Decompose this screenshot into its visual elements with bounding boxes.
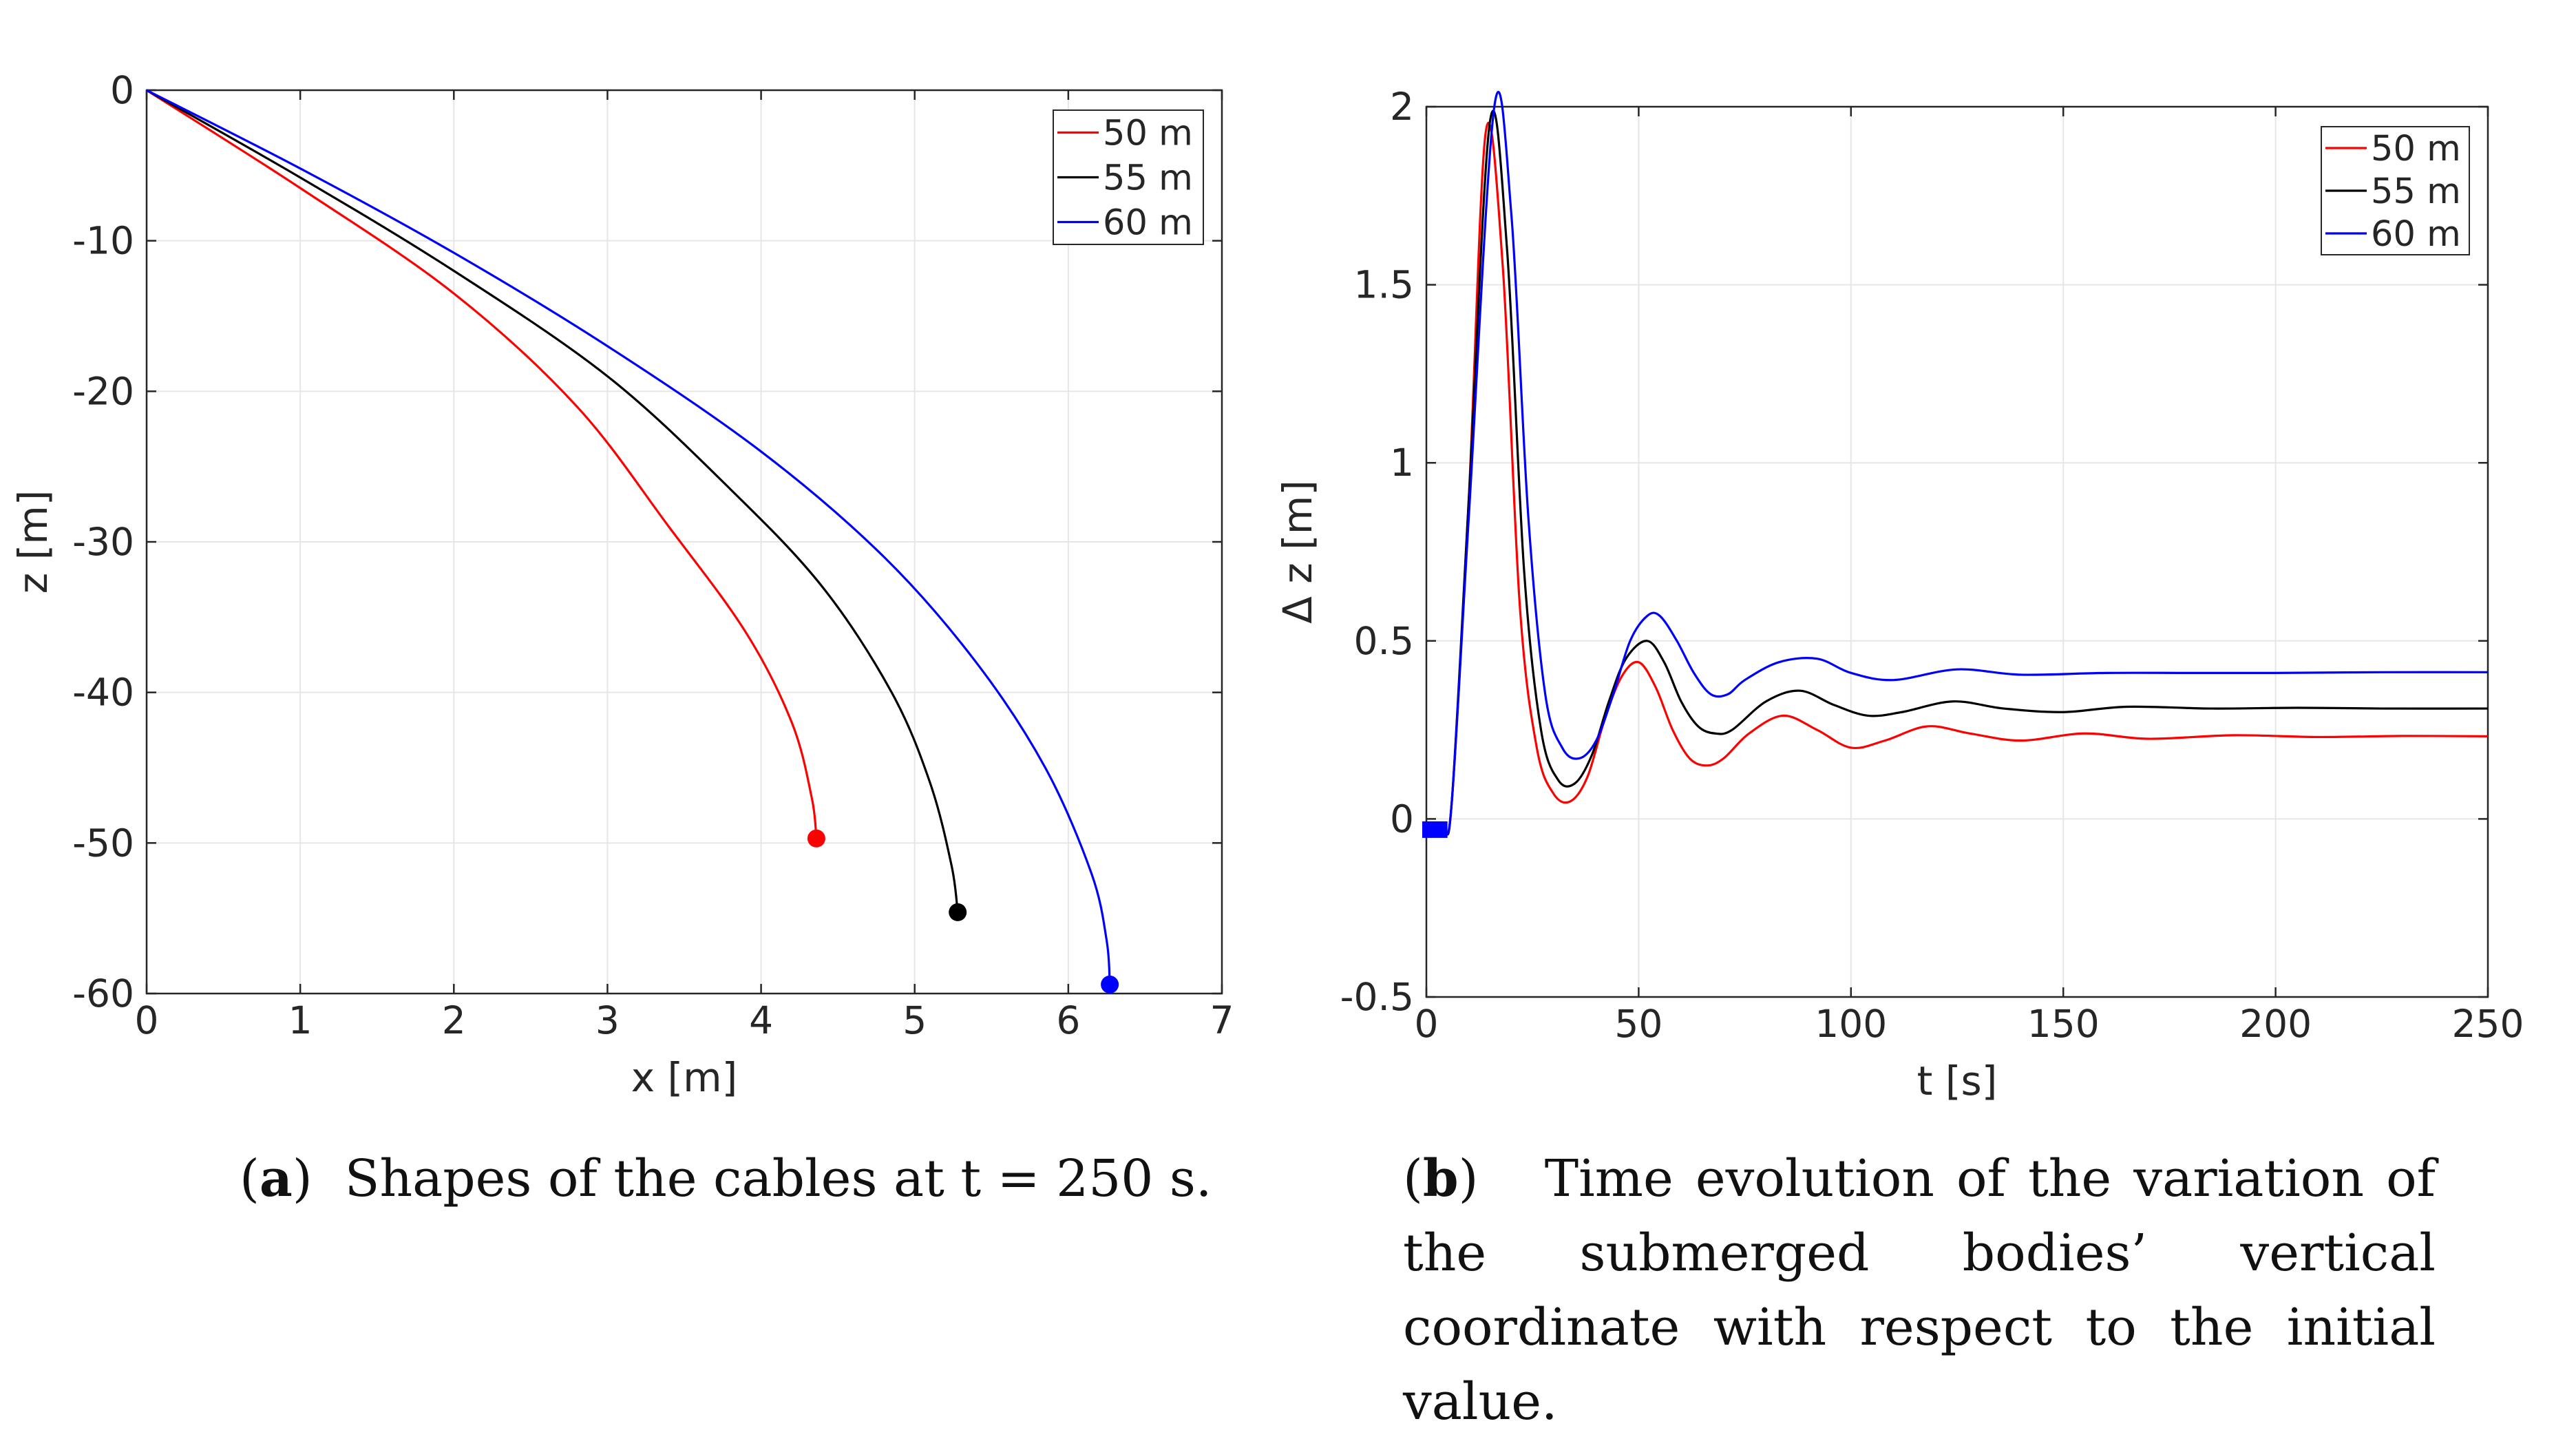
chart-b-y-tick-label: 1.5 xyxy=(1354,263,1414,307)
chart-a-x-tick-label: 7 xyxy=(1210,998,1234,1042)
chart-b-y-tick-label: 2 xyxy=(1390,85,1414,129)
chart-b-y-tick-label: 0 xyxy=(1390,797,1414,841)
chart-a-series-line-55m xyxy=(146,89,959,913)
chart-a-x-axis-label: x [m] xyxy=(631,1054,738,1101)
chart-a-x-tick-label: 5 xyxy=(902,998,927,1042)
chart-b-legend-label: 60 m xyxy=(2371,214,2461,255)
chart-a-x-tick-label: 0 xyxy=(135,998,159,1042)
chart-b-axes-box xyxy=(1425,105,2489,998)
chart-b-series-line-50m xyxy=(1426,121,2489,836)
chart-a-legend-label: 55 m xyxy=(1103,158,1193,199)
chart-b-y-tick-label: 0.5 xyxy=(1354,619,1414,663)
chart-a-legend-label: 60 m xyxy=(1103,203,1193,244)
chart-b-legend-label: 55 m xyxy=(2371,171,2461,212)
caption-a: (a) Shapes of the cables at t = 250 s. xyxy=(240,1149,1212,1208)
chart-a-series-line-50m xyxy=(146,89,818,839)
chart-b-y-axis-label: Δ z [m] xyxy=(1274,480,1321,624)
caption-a-text: Shapes of the cables at t = 250 s. xyxy=(344,1149,1212,1208)
chart-b-legend-label: 50 m xyxy=(2371,129,2461,169)
chart-b-y-tick-label: 1 xyxy=(1390,441,1414,485)
chart-a-x-tick-label: 4 xyxy=(749,998,773,1042)
chart-b-x-tick-label: 0 xyxy=(1415,1002,1439,1046)
caption-b-text: Time evolution of the variation of the s… xyxy=(1403,1149,2436,1431)
chart-a-x-tick-label: 1 xyxy=(288,998,313,1042)
chart-b-series-line-55m xyxy=(1426,109,2489,836)
chart-a-y-tick-label: -30 xyxy=(72,520,134,564)
chart-b-start-marker xyxy=(1422,821,1448,838)
chart-a-x-tick-label: 3 xyxy=(595,998,620,1042)
chart-a-end-marker-55m xyxy=(949,903,967,921)
figure: 0 1 2 3 4 5 6 7 0 -10 -20 -30 -40 -50 -60 x [m] z [m] 50 … xyxy=(10,68,2524,1104)
chart-b-y-tick-label: -0.5 xyxy=(1340,975,1414,1019)
chart-a-legend-label: 50 m xyxy=(1103,114,1193,154)
chart-b-x-tick-label: 50 xyxy=(1614,1002,1662,1046)
chart-a-y-tick-label: -60 xyxy=(72,971,134,1016)
chart-a-x-tick-label: 2 xyxy=(442,998,466,1042)
caption-a-letter: a xyxy=(259,1149,293,1208)
chart-a-x-tick-label: 6 xyxy=(1056,998,1080,1042)
chart-b-x-tick-label: 150 xyxy=(2027,1002,2100,1046)
chart-a-y-tick-label: -20 xyxy=(72,369,134,413)
chart-a-series-line-60m xyxy=(146,89,1111,985)
chart-a-y-axis-label: z [m] xyxy=(10,490,56,594)
chart-a-end-marker-50m xyxy=(807,829,825,848)
chart-b-series-line-60m xyxy=(1426,91,2489,834)
chart-a-y-tick-label: -40 xyxy=(72,671,134,715)
chart-b-x-tick-label: 200 xyxy=(2239,1002,2312,1046)
chart-b-x-axis-label: t [s] xyxy=(1917,1058,1998,1104)
chart-b-x-tick-label: 250 xyxy=(2452,1002,2524,1046)
chart-b-delta-z-time: 0 50 100 150 200 250-0.500.511.52t [s]Δ z [m]… xyxy=(1274,85,2524,1104)
chart-a-y-tick-label: 0 xyxy=(110,68,134,112)
caption-b-letter: b xyxy=(1422,1149,1459,1208)
chart-a-end-marker-60m xyxy=(1101,975,1119,994)
chart-a-y-tick-label: -10 xyxy=(72,219,134,263)
chart-b-x-tick-label: 100 xyxy=(1815,1002,1887,1046)
chart-a-cable-shapes: 0 1 2 3 4 5 6 7 0 -10 -20 -30 -40 -50 -60 x [m] z [m] 50 … xyxy=(10,68,1234,1101)
caption-b: (b) Time evolution of the variation of t… xyxy=(1403,1149,2436,1431)
chart-a-y-tick-label: -50 xyxy=(72,821,134,865)
